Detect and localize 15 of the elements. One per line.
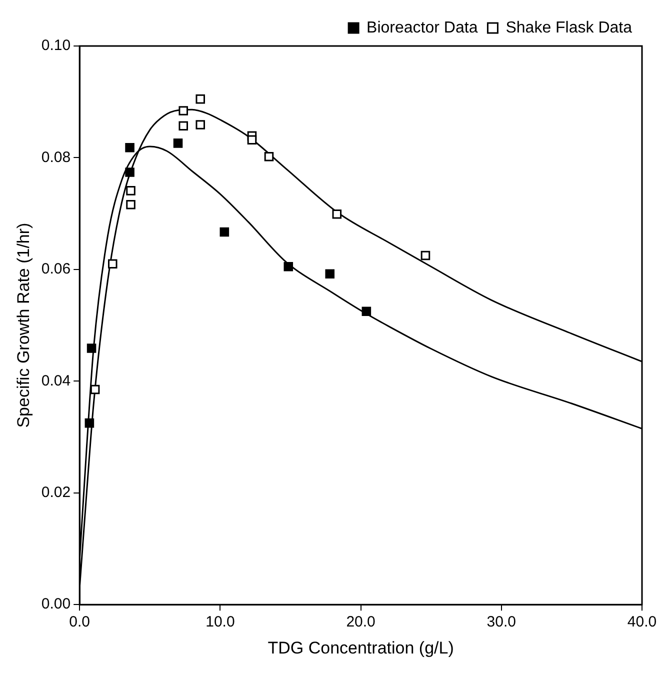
y-tick-label: 0.04 [41, 372, 71, 390]
x-tick-label: 30.0 [486, 614, 516, 631]
legend-label: Bioreactor Data [366, 19, 478, 36]
y-tick-label: 0.02 [41, 484, 71, 502]
y-tick-label: 0.10 [41, 37, 71, 54]
legend-label: Shake Flask Data [506, 19, 632, 36]
x-tick-label: 10.0 [206, 614, 235, 631]
y-tick-label: 0.00 [41, 596, 71, 613]
x-tick-label: 20.0 [346, 614, 376, 631]
y-tick-label: 0.06 [41, 260, 71, 278]
x-tick-label: 40.0 [627, 614, 657, 631]
y-axis-title: Specific Growth Rate (1/hr) [14, 222, 33, 428]
x-axis-title: TDG Concentration (g/L) [268, 638, 454, 658]
y-tick-label: 0.08 [41, 148, 71, 166]
x-tick-label: 0.0 [69, 614, 90, 631]
